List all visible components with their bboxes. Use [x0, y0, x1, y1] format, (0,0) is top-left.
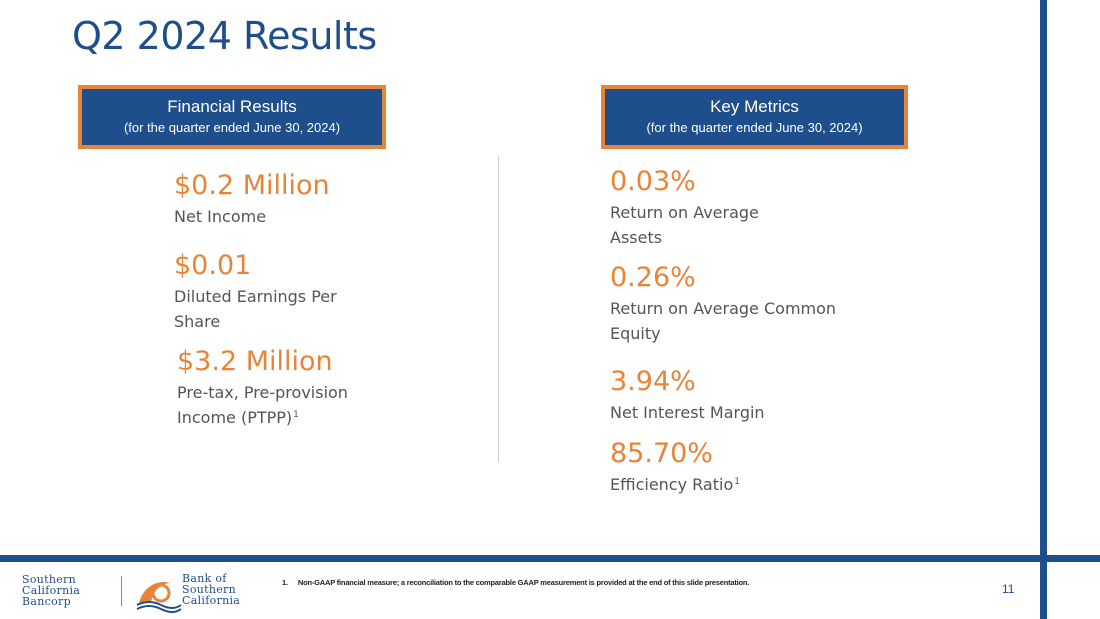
metric-label-line: Income (PTPP) [177, 408, 293, 427]
metric-label-line: Return on Average Common [610, 299, 837, 318]
page-number: 11 [1002, 582, 1015, 596]
metric-label: Pre-tax, Pre-provision Income (PTPP)1 [177, 380, 348, 430]
metric-value: $0.2 Million [174, 170, 330, 201]
financial-results-title: Financial Results [167, 97, 297, 116]
logo-line: Bancorp [22, 595, 71, 608]
key-metrics-title: Key Metrics [710, 97, 799, 116]
footnote-text: Non-GAAP financial measure; a reconcilia… [297, 578, 750, 587]
metric-label: Diluted Earnings Per Share [174, 284, 337, 334]
footnote: 1. Non-GAAP financial measure; a reconcil… [282, 578, 749, 587]
metric-label-line: Equity [610, 324, 661, 343]
metric-label: Return on Average Common Equity [610, 296, 836, 346]
ptpp-metric: $3.2 Million Pre-tax, Pre-provision Inco… [177, 346, 348, 430]
metric-label: Return on Average Assets [610, 200, 759, 250]
key-metrics-period: (for the quarter ended June 30, 2024) [646, 120, 863, 135]
column-divider [498, 156, 499, 462]
bank-of-southern-california-logo: Bank of Southern California [182, 573, 240, 606]
logo-separator [121, 576, 122, 606]
efficiency-ratio-metric: 85.70% Efficiency Ratio1 [610, 438, 740, 497]
roace-metric: 0.26% Return on Average Common Equity [610, 262, 836, 346]
metric-value: $0.01 [174, 250, 252, 281]
metric-label-line: Assets [610, 228, 663, 247]
logo-line: Bank of [182, 572, 227, 585]
metric-label: Efficiency Ratio1 [610, 472, 740, 497]
logo-line: California [22, 584, 81, 597]
footer-divider-bar [0, 555, 1100, 562]
southern-california-bancorp-logo: Southern California Bancorp [22, 574, 80, 607]
diluted-eps-metric: $0.01 Diluted Earnings Per Share [174, 250, 337, 334]
metric-label-line: Pre-tax, Pre-provision [177, 383, 348, 402]
logo-line: Southern [22, 573, 76, 586]
footnote-number: 1. [282, 578, 288, 587]
financial-results-header: Financial Results (for the quarter ended… [78, 85, 386, 149]
page-title: Q2 2024 Results [72, 14, 377, 58]
net-interest-margin-metric: 3.94% Net Interest Margin [610, 366, 765, 425]
metric-label-line: Return on Average [610, 203, 759, 222]
metric-label-line: Share [174, 312, 221, 331]
metric-value: 85.70% [610, 438, 713, 469]
metric-label-line: Diluted Earnings Per [174, 287, 337, 306]
metric-value: 0.26% [610, 262, 696, 293]
metric-value: 3.94% [610, 366, 696, 397]
metric-value: $3.2 Million [177, 346, 333, 377]
metric-value: 0.03% [610, 166, 696, 197]
metric-label-line: Efficiency Ratio [610, 475, 734, 494]
right-accent-bar [1040, 0, 1047, 619]
key-metrics-header: Key Metrics (for the quarter ended June … [601, 85, 908, 149]
financial-results-period: (for the quarter ended June 30, 2024) [123, 120, 341, 135]
net-income-metric: $0.2 Million Net Income [174, 170, 330, 229]
logo-line: California [182, 594, 241, 607]
logo-line: Southern [182, 583, 236, 596]
metric-label: Net Income [174, 207, 267, 226]
roaa-metric: 0.03% Return on Average Assets [610, 166, 759, 250]
metric-label: Net Interest Margin [610, 403, 765, 422]
bank-of-southern-california-emblem-icon [136, 581, 182, 613]
footnote-marker: 1 [734, 477, 740, 487]
footnote-marker: 1 [293, 410, 299, 420]
